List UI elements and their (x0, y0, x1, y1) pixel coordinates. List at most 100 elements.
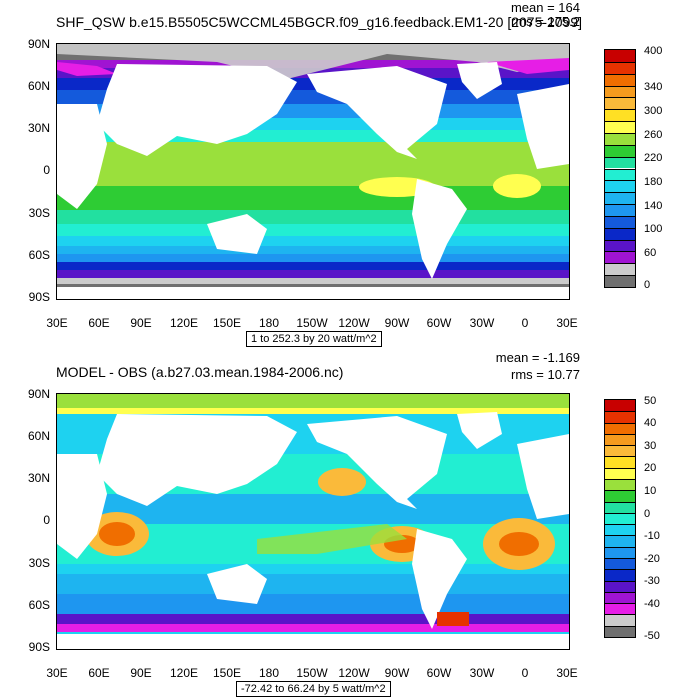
colorbar-segment (605, 239, 635, 252)
bottom-land-australia (207, 564, 267, 604)
top-cb-label-5: 180 (644, 176, 663, 188)
bottom-xtick-2: 90E (130, 666, 152, 680)
bottom-cb-label-10: -50 (644, 630, 660, 642)
bottom-max-north-pacific (318, 468, 366, 496)
colorbar-segment (605, 433, 635, 446)
bottom-rms-label: rms = 10.77 (510, 367, 580, 382)
bottom-ytick-6: 90S (28, 640, 50, 654)
colorbar-segment (605, 580, 635, 592)
colorbar-segment (605, 227, 635, 240)
top-land-antarctica (57, 287, 569, 299)
bottom-max-south-atlantic-core (499, 532, 539, 556)
top-mean-label: mean = 164 (510, 0, 580, 15)
top-ytick-1: 60N (27, 79, 50, 93)
colorbar-segment (605, 456, 635, 468)
top-arctic-magenta-east (487, 58, 569, 74)
bottom-land-eurasia (97, 414, 297, 506)
bottom-band-south-50 (57, 594, 569, 614)
top-xtick-10: 30W (469, 316, 495, 330)
bottom-cb-label-8: -30 (644, 575, 660, 587)
colorbar-segment (605, 251, 635, 264)
colorbar-segment (605, 61, 635, 74)
top-cb-label-0: 400 (644, 45, 663, 57)
colorbar-segment (605, 501, 635, 513)
colorbar-segment (605, 603, 635, 615)
top-band-north-60 (57, 68, 569, 78)
bottom-xtick-7: 120W (338, 666, 370, 680)
colorbar-segment (605, 400, 635, 412)
bottom-xtick-3: 120E (169, 666, 199, 680)
bottom-band-south-35 (57, 574, 569, 594)
colorbar-segment (605, 524, 635, 536)
colorbar-segment (605, 109, 635, 122)
top-cb-label-4: 220 (644, 152, 663, 164)
top-xtick-8: 90W (384, 316, 410, 330)
top-cb-label-9: 0 (644, 279, 651, 291)
colorbar-segment (605, 614, 635, 626)
top-land-europe-africa-east (517, 84, 569, 169)
bottom-land-greenland (457, 412, 502, 449)
bottom-map-field (57, 394, 569, 649)
top-map-field (57, 44, 569, 299)
top-band-south-62 (57, 270, 569, 278)
colorbar-segment (605, 215, 635, 228)
top-ytick-3: 0 (43, 163, 50, 177)
top-land-australia (207, 214, 267, 254)
bottom-cb-label-3: 20 (644, 462, 657, 474)
top-ytick-5: 60S (28, 248, 50, 262)
top-colorbar (604, 49, 636, 288)
bottom-band-south-60 (57, 614, 569, 624)
bottom-xtick-1: 60E (88, 666, 110, 680)
top-xtick-5: 180 (258, 316, 280, 330)
bottom-band-arctic-edge (57, 408, 569, 414)
colorbar-segment (605, 535, 635, 547)
colorbar-segment (605, 192, 635, 205)
bottom-cb-label-6: -10 (644, 530, 660, 542)
top-xtick-0: 30E (46, 316, 68, 330)
top-xtick-6: 150W (296, 316, 328, 330)
bottom-land-north-america (307, 416, 447, 509)
bottom-mean-label: mean = -1.169 (495, 350, 580, 365)
bottom-ytick-0: 90N (27, 387, 50, 401)
top-band-south-38 (57, 224, 569, 236)
top-xtick-9: 60W (426, 316, 452, 330)
top-xtick-7: 120W (338, 316, 370, 330)
top-xtick-12: 30E (556, 316, 578, 330)
bottom-max-drake-passage (437, 612, 469, 626)
colorbar-segment (605, 97, 635, 110)
top-band-south-50 (57, 246, 569, 254)
colorbar-segment (605, 144, 635, 157)
top-cb-label-7: 100 (644, 223, 663, 235)
colorbar-segment (605, 132, 635, 145)
top-band-south-20 (57, 186, 569, 210)
bottom-cb-label-9: -40 (644, 598, 660, 610)
bottom-cb-label-2: 30 (644, 440, 657, 452)
colorbar-segment (605, 625, 635, 637)
colorbar-segment (605, 204, 635, 216)
colorbar-segment (605, 445, 635, 457)
top-ytick-6: 90S (28, 290, 50, 304)
top-map (56, 43, 570, 300)
bottom-range-box: -72.42 to 66.24 by 5 watt/m^2 (236, 681, 391, 697)
top-band-south-54 (57, 254, 569, 262)
top-band-south-58 (57, 262, 569, 270)
top-xtick-2: 90E (130, 316, 152, 330)
top-arctic-ice (57, 44, 569, 79)
bottom-cb-label-0: 50 (644, 395, 657, 407)
top-land-greenland (457, 62, 502, 99)
top-range-box: 1 to 252.3 by 20 watt/m^2 (246, 331, 382, 347)
bottom-zone-central-pacific (257, 524, 407, 554)
bottom-ytick-4: 30S (28, 556, 50, 570)
top-max-atlantic (493, 174, 541, 198)
bottom-panel: MODEL - OBS (a.b27.03.mean.1984-2006.nc)… (0, 350, 700, 700)
bottom-chart-title: MODEL - OBS (a.b27.03.mean.1984-2006.nc) (56, 364, 344, 380)
top-arctic-magenta-west (57, 62, 117, 76)
top-cb-label-2: 300 (644, 105, 663, 117)
bottom-xtick-6: 150W (296, 666, 328, 680)
colorbar-segment (605, 467, 635, 479)
colorbar-segment (605, 168, 635, 181)
bottom-xtick-5: 180 (258, 666, 280, 680)
top-panel: SHF_QSW b.e15.B5505C5WCCML45BGCR.f09_g16… (27, 0, 663, 347)
colorbar-segment (605, 422, 635, 434)
bottom-cb-label-7: -20 (644, 553, 660, 565)
